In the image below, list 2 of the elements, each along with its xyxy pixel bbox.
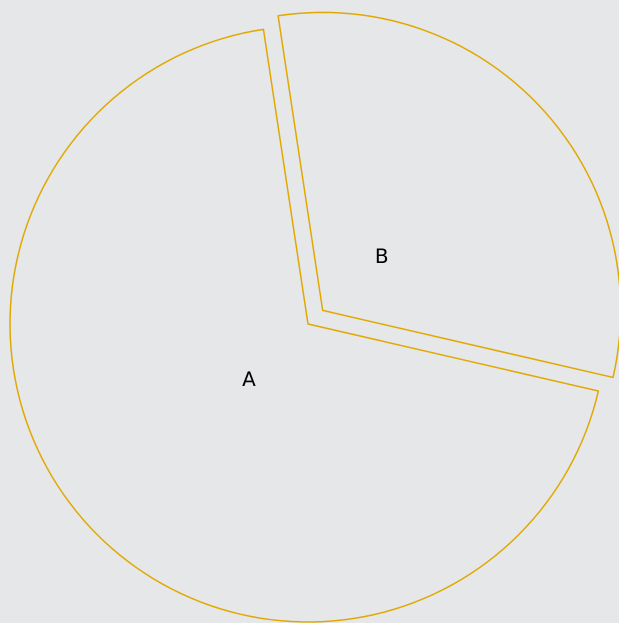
- slice-label: B: [376, 248, 388, 264]
- slice-label: A: [242, 371, 256, 386]
